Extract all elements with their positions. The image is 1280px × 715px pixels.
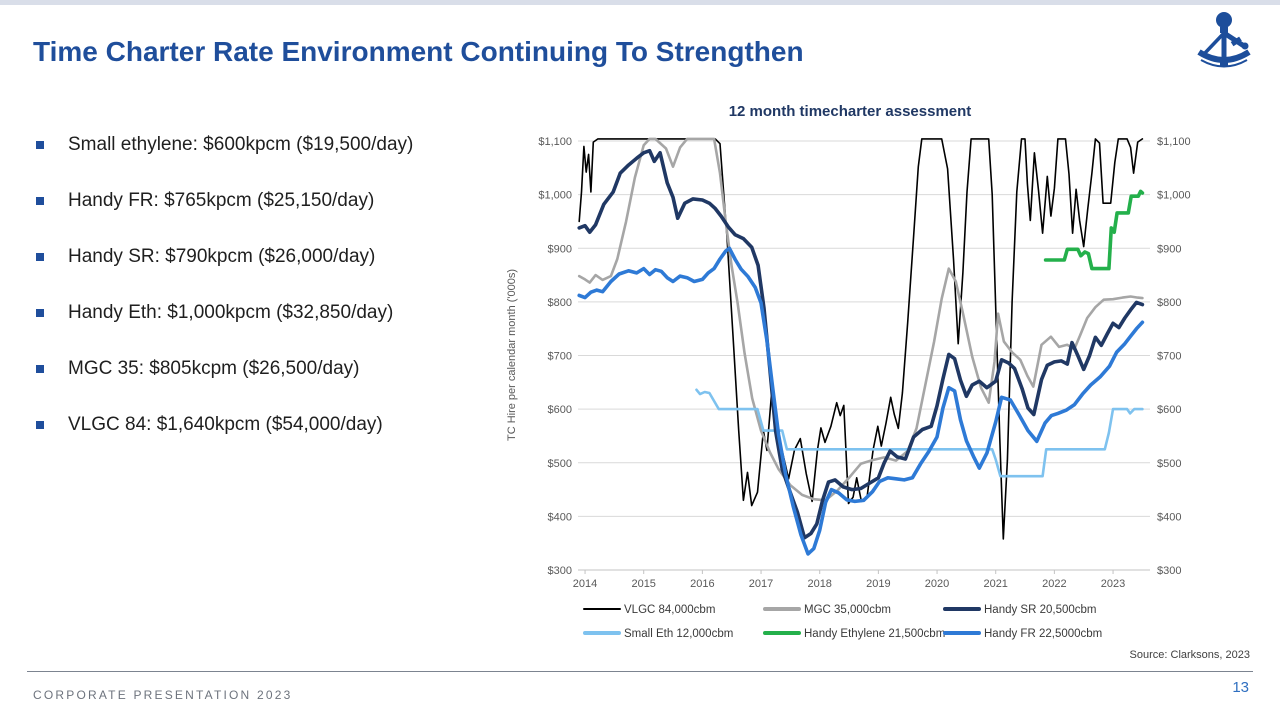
bullet-square-icon [36, 365, 44, 373]
legend-label: Handy Ethylene 21,500cbm [804, 628, 946, 640]
legend-label: VLGC 84,000cbm [624, 604, 716, 616]
legend-swatch-icon [583, 607, 621, 610]
bullet-square-icon [36, 253, 44, 261]
x-tick-label: 2019 [866, 578, 890, 590]
series-line-mgc-35-000cbm [577, 137, 1144, 502]
legend-item: VLGC 84,000cbm [583, 604, 715, 616]
bullet-item: Small ethylene: $600kpcm ($19,500/day) [36, 134, 413, 156]
y-tick-label-right: $400 [1157, 511, 1181, 523]
y-tick-label-left: $600 [548, 404, 572, 416]
bullet-square-icon [36, 197, 44, 205]
legend-item: Handy FR 22,5000cbm [943, 628, 1102, 640]
series-line-handy-ethylene-21-500cbm [1043, 189, 1145, 271]
legend-swatch-icon [943, 606, 981, 611]
y-tick-label-right: $1,100 [1157, 136, 1191, 148]
top-accent-bar [0, 0, 1280, 5]
y-tick-label-right: $800 [1157, 297, 1181, 309]
page-title: Time Charter Rate Environment Continuing… [33, 36, 804, 67]
x-tick-label: 2021 [983, 578, 1007, 590]
legend-swatch-icon [943, 630, 981, 635]
x-tick-label: 2014 [573, 578, 597, 590]
y-tick-label-left: $1,000 [538, 190, 572, 202]
legend-label: Small Eth 12,000cbm [624, 628, 734, 640]
bullet-text: Small ethylene: $600kpcm ($19,500/day) [68, 134, 414, 155]
y-tick-label-right: $1,000 [1157, 190, 1191, 202]
legend-label: Handy SR 20,500cbm [984, 604, 1097, 616]
legend-item: Handy SR 20,500cbm [943, 604, 1097, 616]
sextant-logo-icon [1197, 12, 1251, 68]
bullet-item: Handy SR: $790kpcm ($26,000/day) [36, 246, 413, 268]
bullet-text: Handy SR: $790kpcm ($26,000/day) [68, 246, 376, 267]
timecharter-plot: $1,100 $1,100 $1,000 $1,000 $900 $900 $800 $800… [538, 136, 1191, 590]
bullet-text: Handy Eth: $1,000kpcm ($32,850/day) [68, 302, 394, 323]
bullet-square-icon [36, 141, 44, 149]
x-tick-label: 2020 [925, 578, 949, 590]
series-line-handy-fr-22-5000cbm [577, 246, 1145, 556]
legend-swatch-icon [763, 606, 801, 611]
series-line-small-eth-12-000cbm [695, 388, 1144, 478]
y-tick-label-left: $800 [548, 297, 572, 309]
y-tick-label-left: $900 [548, 243, 572, 255]
legend-label: Handy FR 22,5000cbm [984, 628, 1103, 640]
page-number: 13 [1232, 679, 1249, 696]
x-tick-label: 2015 [631, 578, 655, 590]
y-tick-label-right: $500 [1157, 458, 1181, 470]
bullet-item: Handy Eth: $1,000kpcm ($32,850/day) [36, 302, 413, 324]
legend-swatch-icon [583, 630, 621, 635]
x-tick-label: 2018 [807, 578, 831, 590]
x-tick-label: 2016 [690, 578, 714, 590]
y-tick-label-left: $1,100 [538, 136, 572, 148]
rate-bullet-list: Small ethylene: $600kpcm ($19,500/day) Ha… [36, 134, 413, 470]
y-tick-label-right: $600 [1157, 404, 1181, 416]
y-tick-label-right: $700 [1157, 351, 1181, 363]
legend-label: MGC 35,000cbm [804, 604, 891, 616]
y-tick-label-left: $500 [548, 458, 572, 470]
bullet-text: VLGC 84: $1,640kpcm ($54,000/day) [68, 414, 383, 435]
legend-item: MGC 35,000cbm [763, 604, 891, 616]
x-tick-label: 2022 [1042, 578, 1066, 590]
y-tick-label-left: $400 [548, 511, 572, 523]
y-tick-label-left: $300 [548, 565, 572, 577]
x-tick-label: 2017 [749, 578, 773, 590]
legend-item: Handy Ethylene 21,500cbm [763, 628, 945, 640]
bullet-item: VLGC 84: $1,640kpcm ($54,000/day) [36, 414, 413, 436]
footer-text: CORPORATE PRESENTATION 2023 [33, 688, 293, 702]
series-line-vlgc-84-000cbm [578, 138, 1144, 540]
bullet-square-icon [36, 309, 44, 317]
y-tick-label-left: $700 [548, 351, 572, 363]
bullet-text: Handy FR: $765kpcm ($25,150/day) [68, 190, 375, 211]
bullet-item: MGC 35: $805kcpm ($26,500/day) [36, 358, 413, 380]
footer-divider [27, 671, 1253, 672]
y-tick-label-right: $300 [1157, 565, 1181, 577]
legend-item: Small Eth 12,000cbm [583, 628, 733, 640]
legend-swatch-icon [763, 630, 801, 635]
bullet-text: MGC 35: $805kcpm ($26,500/day) [68, 358, 360, 379]
source-note: Source: Clarksons, 2023 [1129, 649, 1250, 661]
bullet-square-icon [36, 421, 44, 429]
bullet-item: Handy FR: $765kpcm ($25,150/day) [36, 190, 413, 212]
y-tick-label-right: $900 [1157, 243, 1181, 255]
series-line-handy-sr-20-500cbm [577, 148, 1145, 540]
x-tick-label: 2023 [1101, 578, 1125, 590]
chart-title: 12 month timecharter assessment [728, 103, 972, 120]
